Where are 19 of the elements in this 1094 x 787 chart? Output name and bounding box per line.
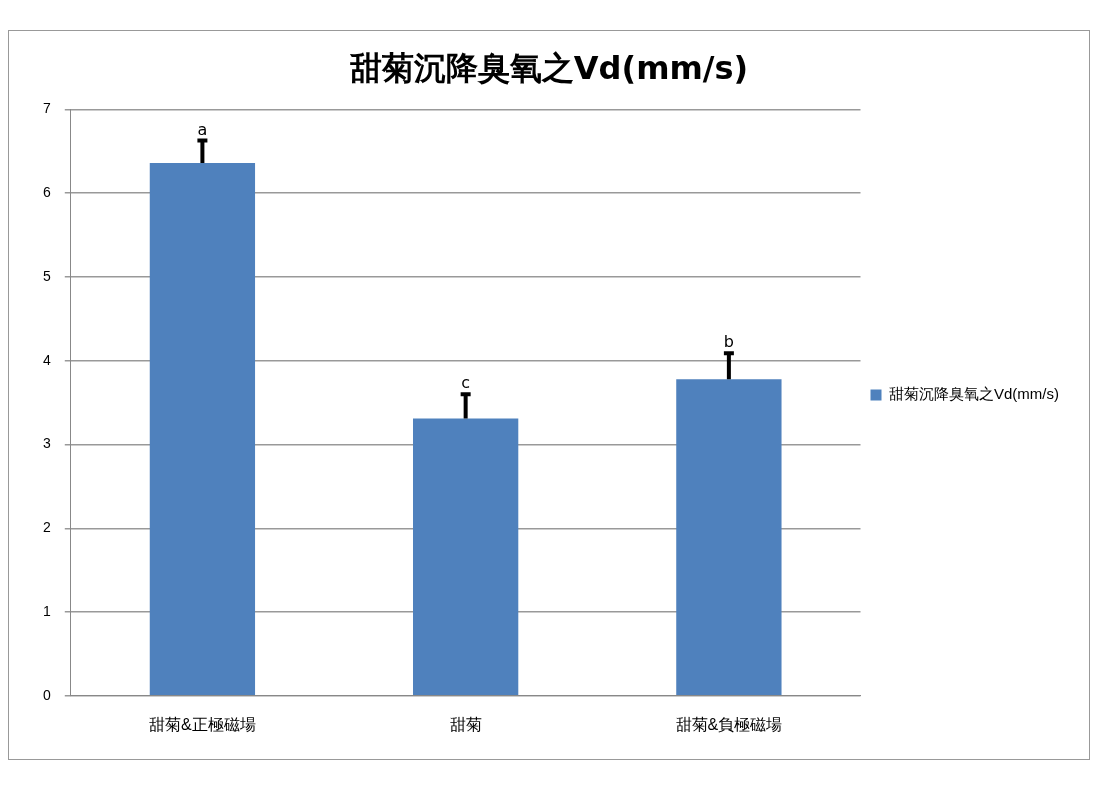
x-tick-label: 甜菊 [449,715,482,733]
y-tick-label: 0 [42,686,51,703]
y-tick-label: 2 [42,519,51,536]
annotation: b [723,332,734,352]
annotation: a [197,119,208,139]
y-tick-label: 6 [42,184,51,201]
bar [149,163,256,696]
x-tick-label: 甜菊&負極磁場 [675,715,783,733]
y-tick-label: 4 [42,351,51,368]
legend-label: 甜菊沉降臭氧之Vd(mm/s) [889,385,1059,403]
bar [676,379,782,696]
bar [413,418,519,696]
chart-title: 甜菊沉降臭氧之Vd(mm/s) [348,48,749,87]
y-tick-label: 3 [42,435,51,452]
y-tick-label: 5 [42,267,51,284]
y-tick-label: 7 [42,100,51,117]
annotation: c [461,373,471,393]
y-tick-label: 1 [42,602,51,619]
x-tick-label: 甜菊&正極磁場 [149,715,256,733]
